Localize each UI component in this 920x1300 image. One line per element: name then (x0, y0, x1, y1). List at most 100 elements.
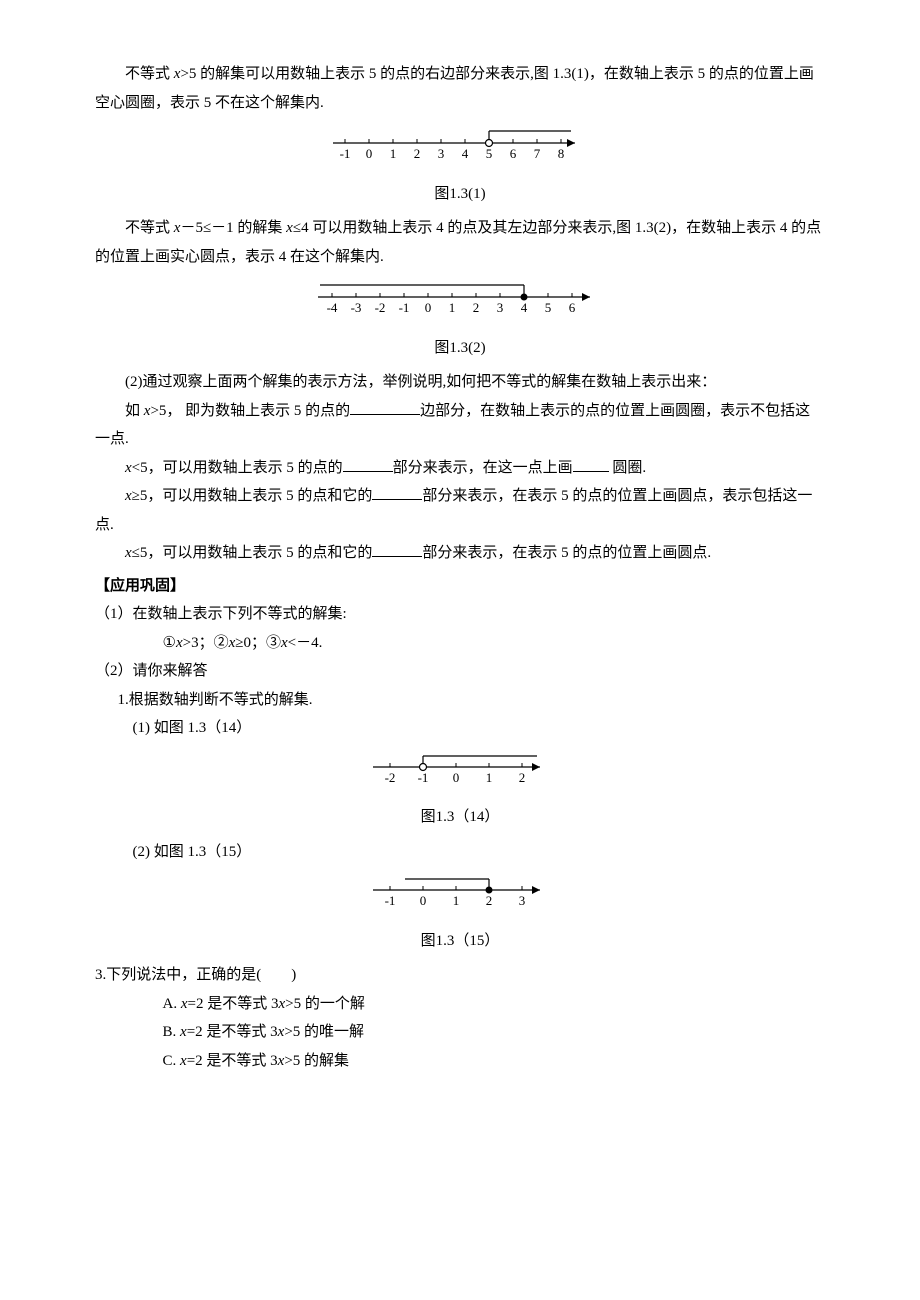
question-2: （2）请你来解答 (95, 657, 825, 686)
text: =2 是不等式 3 (187, 1053, 278, 1069)
figure-15-caption: 图1.3（15） (95, 927, 825, 956)
svg-text:-2: -2 (375, 300, 386, 315)
section-heading: 【应用巩固】 (95, 572, 825, 601)
text: ① (163, 635, 176, 651)
text: =2 是不等式 3 (187, 1024, 278, 1040)
svg-text:2: 2 (486, 893, 493, 908)
svg-text:5: 5 (486, 146, 493, 161)
text: 部分来表示，在表示 5 的点的位置上画 (422, 545, 677, 561)
text: A. (163, 996, 181, 1012)
text: <5，可以用数轴上表示 5 的点的 (132, 460, 343, 476)
svg-text:1: 1 (486, 770, 493, 785)
svg-text:6: 6 (510, 146, 517, 161)
option-b: B. x=2 是不等式 3x>5 的唯一解 (95, 1018, 825, 1047)
svg-text:-2: -2 (385, 770, 396, 785)
text: >5， 即为数轴上表示 5 的点的 (150, 403, 350, 419)
svg-text:-1: -1 (399, 300, 410, 315)
option-c: C. x=2 是不等式 3x>5 的解集 (95, 1047, 825, 1076)
svg-text:0: 0 (366, 146, 373, 161)
svg-text:-4: -4 (327, 300, 338, 315)
text: =2 是不等式 3 (188, 996, 279, 1012)
text: 部分来表示，在这一点上画 (393, 460, 573, 476)
figure-2-caption: 图1.3(2) (95, 334, 825, 363)
svg-text:0: 0 (420, 893, 427, 908)
fill-blank[interactable] (343, 471, 393, 472)
text: <－4. (288, 635, 323, 651)
var-x: x (181, 996, 188, 1012)
number-line-2: -4 -3 -2 -1 0 1 2 3 4 5 6 (310, 279, 610, 319)
figure-1-3-2: -4 -3 -2 -1 0 1 2 3 4 5 6 (95, 279, 825, 330)
var-x: x (281, 635, 288, 651)
question-2-sub1: 1.根据数轴判断不等式的解集. (95, 686, 825, 715)
text: 如 (125, 403, 144, 419)
number-line-14: -2 -1 0 1 2 (365, 751, 555, 789)
var-x: x (286, 220, 293, 236)
figure-14-caption: 图1.3（14） (95, 803, 825, 832)
text: ≤5，可以用数轴上表示 5 的点和它的 (132, 545, 373, 561)
figure-1-3-15: -1 0 1 2 3 (95, 874, 825, 923)
text: 圆圈. (609, 460, 647, 476)
text: 圆点. (677, 545, 711, 561)
fill-blank[interactable] (372, 556, 422, 557)
var-x: x (180, 1053, 187, 1069)
question-3: 3.下列说法中，正确的是( ) (95, 961, 825, 990)
svg-text:0: 0 (453, 770, 460, 785)
var-x: x (125, 460, 132, 476)
svg-text:0: 0 (425, 300, 432, 315)
svg-text:2: 2 (519, 770, 526, 785)
text: 不等式 (125, 220, 174, 236)
paragraph-4: 如 x>5， 即为数轴上表示 5 的点的边部分，在数轴上表示的点的位置上画圆圈，… (95, 397, 825, 454)
text: ≥5，可以用数轴上表示 5 的点和它的 (132, 488, 373, 504)
svg-text:-1: -1 (385, 893, 396, 908)
paragraph-7: x≤5，可以用数轴上表示 5 的点和它的 部分来表示，在表示 5 的点的位置上画圆… (95, 539, 825, 568)
text: >5 的唯一解 (284, 1024, 364, 1040)
svg-text:-1: -1 (340, 146, 351, 161)
question-1: （1）在数轴上表示下列不等式的解集: (95, 600, 825, 629)
text: B. (163, 1024, 181, 1040)
option-a: A. x=2 是不等式 3x>5 的一个解 (95, 990, 825, 1019)
question-1-items: ①x>3；②x≥0；③x<－4. (95, 629, 825, 658)
paragraph-5: x<5，可以用数轴上表示 5 的点的 部分来表示，在这一点上画 圆圈. (95, 454, 825, 483)
text: －5≤－1 的解集 (180, 220, 286, 236)
text: ≥0；③ (235, 635, 281, 651)
svg-text:3: 3 (519, 893, 526, 908)
paragraph-1: 不等式 x>5 的解集可以用数轴上表示 5 的点的右边部分来表示,图 1.3(1… (95, 60, 825, 117)
var-x: x (125, 545, 132, 561)
number-line-15: -1 0 1 2 3 (365, 874, 555, 912)
fill-blank[interactable] (372, 499, 422, 500)
svg-text:1: 1 (449, 300, 456, 315)
svg-text:2: 2 (473, 300, 480, 315)
svg-text:6: 6 (569, 300, 576, 315)
text: 不等式 (125, 66, 174, 82)
paragraph-2: 不等式 x－5≤－1 的解集 x≤4 可以用数轴上表示 4 的点及其左边部分来表… (95, 214, 825, 271)
paragraph-3: (2)通过观察上面两个解集的表示方法，举例说明,如何把不等式的解集在数轴上表示出… (95, 368, 825, 397)
svg-text:1: 1 (453, 893, 460, 908)
svg-text:5: 5 (545, 300, 552, 315)
svg-text:3: 3 (497, 300, 504, 315)
text: C. (163, 1053, 181, 1069)
fill-blank[interactable] (350, 414, 420, 415)
var-x: x (176, 635, 183, 651)
svg-text:1: 1 (390, 146, 397, 161)
question-2-sub1-1: (1) 如图 1.3（14） (95, 714, 825, 743)
text: 部分来表示，在表示 5 的点的位置上画 (422, 488, 677, 504)
svg-text:3: 3 (438, 146, 445, 161)
svg-text:2: 2 (414, 146, 421, 161)
svg-text:-3: -3 (351, 300, 362, 315)
question-2-sub1-2: (2) 如图 1.3（15） (95, 838, 825, 867)
text: >5 的一个解 (285, 996, 365, 1012)
text: >5 的解集可以用数轴上表示 5 的点的右边部分来表示,图 1.3(1)，在数轴… (95, 66, 814, 111)
paragraph-6: x≥5，可以用数轴上表示 5 的点和它的部分来表示，在表示 5 的点的位置上画圆… (95, 482, 825, 539)
number-line-1: -1 0 1 2 3 4 5 6 7 8 (325, 125, 595, 165)
figure-1-3-1: -1 0 1 2 3 4 5 6 7 8 (95, 125, 825, 176)
svg-text:7: 7 (534, 146, 541, 161)
svg-text:-1: -1 (418, 770, 429, 785)
var-x: x (125, 488, 132, 504)
svg-text:4: 4 (462, 146, 469, 161)
text: >5 的解集 (284, 1053, 349, 1069)
fill-blank[interactable] (573, 471, 609, 472)
var-x: x (180, 1024, 187, 1040)
svg-text:8: 8 (558, 146, 565, 161)
text: >3；② (183, 635, 229, 651)
text: 边部分，在数轴上表示的点的位置上画 (420, 403, 675, 419)
